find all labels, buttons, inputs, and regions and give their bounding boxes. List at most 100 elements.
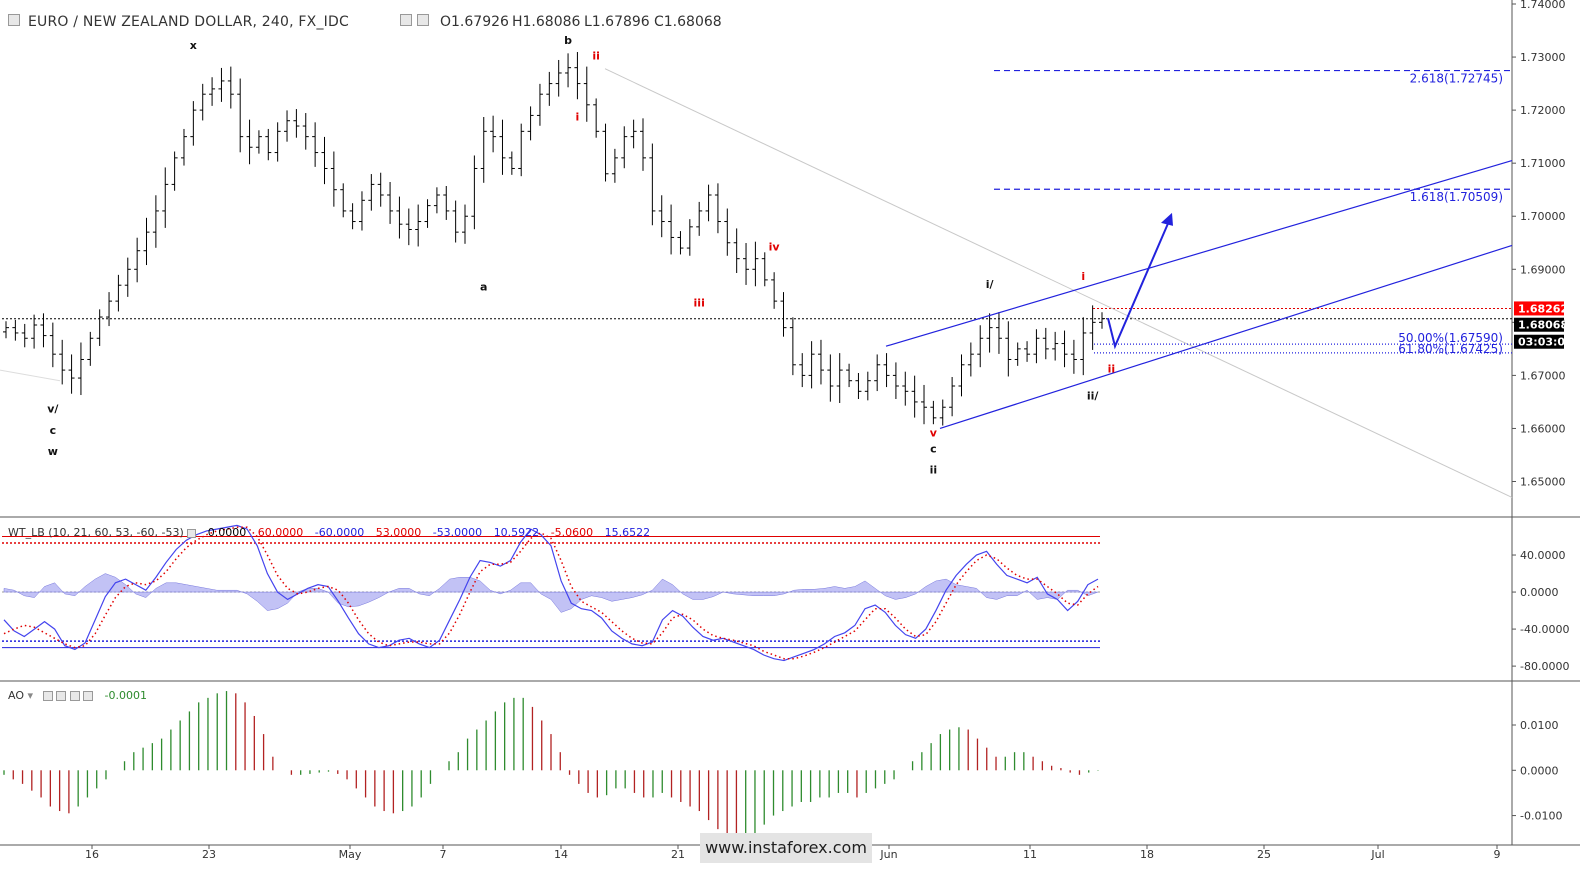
price-tick-label: 1.74000 — [1520, 0, 1566, 11]
candle — [743, 243, 750, 285]
wave-label: v — [930, 426, 938, 439]
candle — [330, 151, 337, 207]
wt-value-m60: -60.0000 — [314, 526, 365, 539]
candle — [611, 148, 618, 183]
open-value: O1.67926 — [440, 14, 509, 30]
wt-value-60: 60.0000 — [257, 526, 304, 539]
channel-upper-line — [885, 159, 1513, 347]
trend-line — [0, 369, 61, 382]
plus-icon[interactable] — [69, 691, 80, 701]
candle — [752, 241, 759, 287]
wave-label: iv — [769, 241, 781, 254]
settings-icon[interactable] — [187, 529, 197, 538]
ao-indicator-label[interactable]: AO ▾ -0.0001 — [8, 689, 147, 702]
candle — [808, 341, 815, 389]
wave-label: ii — [1108, 363, 1116, 376]
wt-indicator-label[interactable]: WT_LB (10, 21, 60, 53, -60, -53) 0.0000 … — [8, 526, 650, 539]
candle — [621, 126, 628, 169]
candle — [686, 219, 693, 256]
candle — [1089, 305, 1096, 350]
candle — [902, 371, 909, 406]
price-tick-label: 1.73000 — [1520, 51, 1566, 64]
eye-icon[interactable] — [42, 691, 53, 701]
candle — [209, 77, 216, 106]
candle — [958, 354, 965, 397]
candle — [565, 53, 572, 88]
candle — [1099, 312, 1105, 329]
candle — [12, 319, 19, 341]
candle — [77, 342, 84, 396]
wave-label: c — [50, 424, 57, 437]
candle — [106, 292, 113, 327]
countdown-badge-bg — [1514, 334, 1564, 349]
ao-tick-label: 0.0100 — [1520, 719, 1559, 732]
wt-value-wt2: -5.0600 — [550, 526, 594, 539]
time-tick-label: 14 — [554, 848, 568, 861]
candle — [668, 204, 675, 255]
candle — [190, 101, 197, 146]
candle — [733, 228, 740, 273]
candle — [143, 217, 150, 266]
candle — [424, 199, 431, 228]
candle — [649, 143, 656, 226]
wave-label: iii — [694, 296, 705, 309]
candle — [892, 362, 899, 400]
candle — [630, 119, 637, 149]
candle — [115, 274, 122, 312]
chart-header: EURO / NEW ZEALAND DOLLAR, 240, FX_IDC O… — [0, 0, 1520, 44]
candle — [321, 136, 328, 185]
wave-label: ii — [592, 50, 600, 63]
price-tick-label: 1.69000 — [1520, 263, 1566, 276]
wt-histogram-area — [3, 573, 1099, 613]
candle — [1024, 341, 1031, 362]
candle — [134, 237, 141, 283]
candle — [265, 128, 272, 161]
wt2-line — [3, 526, 1099, 660]
wave-label: ii — [930, 464, 938, 477]
candle — [1052, 331, 1059, 361]
wave-label: b — [564, 34, 572, 47]
gear-icon[interactable] — [56, 691, 67, 701]
time-tick-label: 23 — [202, 848, 216, 861]
symbol-title[interactable]: EURO / NEW ZEALAND DOLLAR, 240, FX_IDC — [28, 14, 349, 30]
candle — [714, 183, 721, 234]
candle — [602, 123, 609, 182]
candle — [31, 314, 38, 349]
candle — [162, 167, 169, 228]
ao-tick-label: -0.0100 — [1520, 810, 1562, 823]
candle — [68, 354, 75, 394]
candle — [864, 371, 871, 401]
candle — [761, 252, 768, 287]
time-tick-label: 11 — [1023, 848, 1037, 861]
gear-icon[interactable] — [417, 14, 429, 26]
candle — [967, 342, 974, 377]
wave-label: w — [48, 445, 58, 458]
candle — [237, 78, 244, 153]
time-tick-label: Jun — [879, 848, 897, 861]
candle — [846, 363, 853, 388]
watermark[interactable]: www.instaforex.com — [700, 833, 872, 863]
wt-value-0: 0.0000 — [207, 526, 247, 539]
candle — [49, 322, 56, 368]
settings-icon[interactable] — [400, 14, 412, 26]
candle — [836, 353, 843, 403]
candle — [312, 122, 319, 167]
candle — [827, 354, 834, 402]
candle — [780, 292, 787, 337]
close-value: C1.68068 — [654, 14, 722, 30]
candle — [124, 257, 131, 297]
candle — [977, 325, 984, 368]
current-price-badge: 1.68068 — [1518, 319, 1568, 332]
collapse-icon[interactable] — [8, 14, 20, 26]
candle — [986, 313, 993, 353]
candle — [387, 182, 394, 224]
fib-level-label: 1.618(1.70509) — [1410, 190, 1503, 204]
candle — [658, 195, 665, 238]
price-tick-label: 1.71000 — [1520, 157, 1566, 170]
ao-value: -0.0001 — [104, 689, 147, 702]
wt-value-m53: -53.0000 — [432, 526, 483, 539]
close-icon[interactable] — [83, 691, 94, 701]
wave-label: a — [480, 281, 487, 294]
candle — [939, 399, 946, 426]
